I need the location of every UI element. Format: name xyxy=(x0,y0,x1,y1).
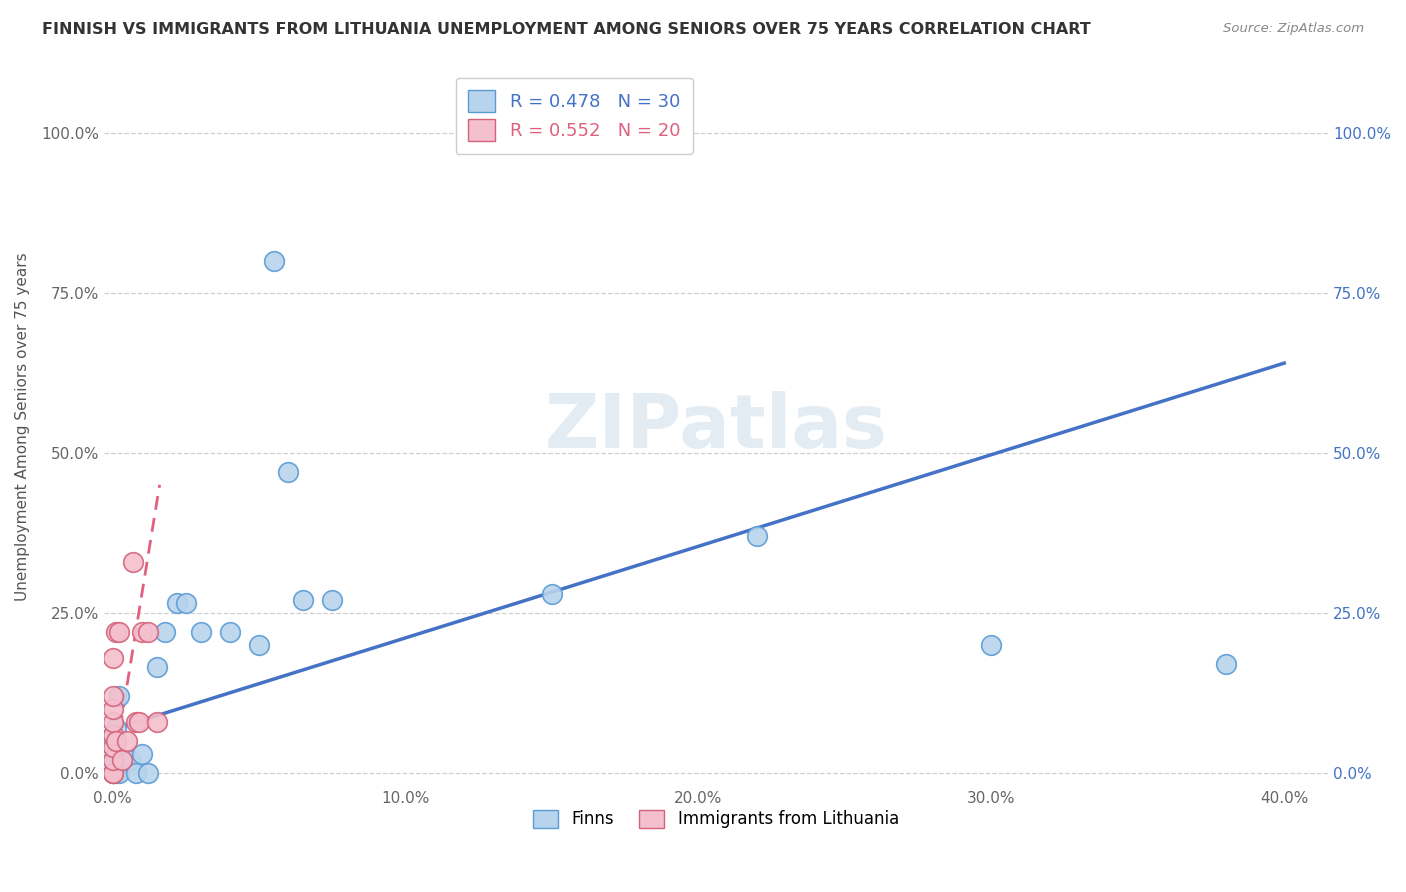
Point xyxy=(107,689,129,703)
Point xyxy=(101,727,124,741)
Text: ZIPatlas: ZIPatlas xyxy=(544,391,887,464)
Y-axis label: Unemployment Among Seniors over 75 years: Unemployment Among Seniors over 75 years xyxy=(15,252,30,601)
Point xyxy=(219,625,242,640)
Point xyxy=(166,596,188,610)
Point xyxy=(107,625,129,640)
Point xyxy=(101,702,124,716)
Point xyxy=(247,638,270,652)
Point xyxy=(101,650,124,665)
Point xyxy=(101,766,124,780)
Point xyxy=(104,747,127,761)
Point xyxy=(110,753,132,767)
Point xyxy=(155,625,177,640)
Point xyxy=(745,529,768,543)
Point xyxy=(114,753,136,767)
Point xyxy=(136,625,159,640)
Point xyxy=(101,753,124,767)
Point xyxy=(131,747,153,761)
Point xyxy=(101,689,124,703)
Point xyxy=(101,753,124,767)
Point xyxy=(980,638,1002,652)
Point xyxy=(125,714,148,729)
Point xyxy=(136,766,159,780)
Point xyxy=(101,727,124,741)
Point xyxy=(104,734,127,748)
Point xyxy=(117,734,139,748)
Point xyxy=(104,766,127,780)
Point xyxy=(277,465,299,479)
Point xyxy=(104,625,127,640)
Point xyxy=(131,625,153,640)
Point xyxy=(174,596,197,610)
Point xyxy=(101,766,124,780)
Text: Source: ZipAtlas.com: Source: ZipAtlas.com xyxy=(1223,22,1364,36)
Point xyxy=(1215,657,1237,672)
Text: FINNISH VS IMMIGRANTS FROM LITHUANIA UNEMPLOYMENT AMONG SENIORS OVER 75 YEARS CO: FINNISH VS IMMIGRANTS FROM LITHUANIA UNE… xyxy=(42,22,1091,37)
Point xyxy=(107,766,129,780)
Point xyxy=(145,714,167,729)
Point xyxy=(104,721,127,735)
Point xyxy=(101,766,124,780)
Point xyxy=(145,660,167,674)
Point xyxy=(128,714,150,729)
Point xyxy=(292,593,315,607)
Legend: Finns, Immigrants from Lithuania: Finns, Immigrants from Lithuania xyxy=(527,803,905,835)
Point xyxy=(321,593,343,607)
Point xyxy=(110,753,132,767)
Point xyxy=(541,587,564,601)
Point xyxy=(122,555,145,569)
Point xyxy=(101,740,124,755)
Point xyxy=(101,740,124,755)
Point xyxy=(263,253,285,268)
Point xyxy=(101,714,124,729)
Point xyxy=(120,753,142,767)
Point xyxy=(190,625,212,640)
Point xyxy=(125,766,148,780)
